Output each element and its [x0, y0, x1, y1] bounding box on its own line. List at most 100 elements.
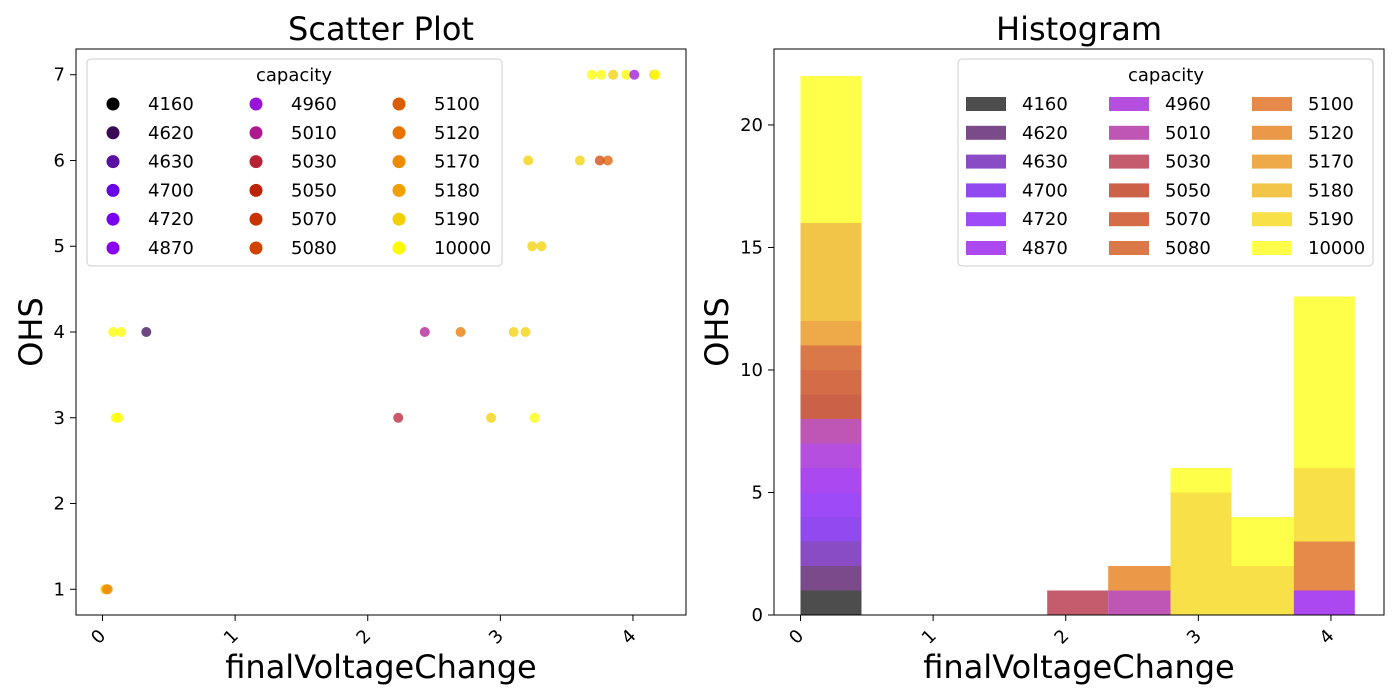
scatter-legend: capacity 4160 4620 4630 4700 4720 4870 4960 501… — [86, 58, 503, 267]
legend-marker — [106, 97, 120, 111]
legend-marker — [249, 212, 263, 226]
legend-label: 10000 — [434, 238, 491, 259]
histogram-legend-title: capacity — [1128, 65, 1204, 86]
scatter-point — [508, 327, 519, 337]
scatter-point — [529, 412, 540, 423]
legend-label: 4870 — [148, 238, 194, 259]
y-tick-label: 15 — [740, 237, 763, 258]
legend-swatch — [966, 183, 1006, 198]
legend-label: 5080 — [291, 238, 337, 259]
scatter-x-axis-label: finalVoltageChange — [225, 648, 536, 686]
histogram-title: Histogram — [996, 10, 1162, 48]
legend-marker — [249, 155, 263, 169]
legend-marker — [249, 241, 263, 255]
legend-marker — [106, 241, 120, 255]
legend-label: 5190 — [1308, 209, 1354, 230]
legend-label: 10000 — [1308, 238, 1365, 259]
histogram-frame — [773, 48, 1385, 616]
legend-label: 5030 — [1165, 152, 1211, 173]
legend-swatch — [966, 154, 1006, 169]
legend-marker — [392, 241, 406, 255]
histogram-bar-segment — [1108, 566, 1171, 591]
legend-label: 5190 — [434, 209, 480, 230]
legend-marker — [106, 212, 120, 226]
histogram-bar-segment — [1108, 590, 1171, 615]
legend-label: 4960 — [1165, 94, 1211, 115]
legend-label: 4720 — [1022, 209, 1068, 230]
histogram-bar-segment — [800, 590, 862, 615]
legend-label: 5050 — [291, 180, 337, 201]
legend-swatch — [966, 97, 1006, 111]
histogram-bar-segment — [800, 419, 862, 444]
legend-label: 5050 — [1165, 180, 1211, 201]
scatter-point — [527, 241, 538, 252]
scatter-point — [520, 327, 531, 337]
legend-swatch — [1109, 154, 1149, 169]
legend-label: 5010 — [1165, 123, 1211, 144]
histogram-x-axis-label: finalVoltageChange — [923, 648, 1234, 686]
legend-label: 5010 — [291, 123, 337, 144]
histogram-bar-segment — [800, 468, 862, 493]
legend-label: 5080 — [1165, 238, 1211, 259]
histogram-bar-segment — [1293, 296, 1355, 468]
legend-marker — [392, 155, 406, 169]
legend-label: 5170 — [434, 152, 480, 173]
histogram-bar-segment — [1170, 492, 1232, 615]
legend-swatch — [1252, 154, 1292, 169]
histogram-bars — [800, 76, 1355, 615]
legend-label: 5120 — [434, 123, 480, 144]
scatter-point — [393, 412, 404, 423]
scatter-point — [621, 69, 632, 80]
scatter-point — [629, 69, 640, 80]
legend-label: 4620 — [148, 123, 194, 144]
histogram-bar-segment — [800, 443, 862, 468]
histogram-bar-segment — [1293, 590, 1355, 615]
legend-label: 5100 — [434, 94, 480, 115]
legend-swatch — [1109, 183, 1149, 198]
histogram-bar-segment — [1293, 468, 1355, 542]
y-tick-label: 10 — [740, 360, 763, 381]
y-tick-label: 7 — [54, 65, 65, 86]
histogram-bar-segment — [1231, 566, 1294, 615]
scatter-point — [113, 412, 124, 423]
legend-swatch — [966, 125, 1006, 140]
scatter-point — [141, 327, 152, 337]
legend-label: 5030 — [291, 152, 337, 173]
legend-marker — [392, 97, 406, 111]
y-tick-label: 1 — [54, 579, 65, 600]
legend-marker — [249, 126, 263, 140]
histogram-legend: capacity 4160 4620 4630 4700 4720 4870 4960 501… — [957, 58, 1374, 267]
legend-swatch — [966, 212, 1006, 227]
scatter-plot-title: Scatter Plot — [288, 10, 474, 48]
legend-label: 4160 — [1022, 94, 1068, 115]
histogram-bar-segment — [1170, 468, 1232, 493]
histogram-bar-segment — [800, 345, 862, 370]
legend-marker — [106, 183, 120, 197]
legend-label: 4870 — [1022, 238, 1068, 259]
scatter-point — [116, 327, 127, 337]
scatter-point — [108, 327, 119, 337]
scatter-point — [523, 155, 534, 166]
scatter-point — [596, 69, 607, 80]
histogram-bar-segment — [800, 76, 862, 223]
legend-label: 5100 — [1308, 94, 1354, 115]
legend-label: 4720 — [148, 209, 194, 230]
histogram-bar-segment — [800, 370, 862, 395]
legend-marker — [249, 97, 263, 111]
y-tick-label: 4 — [54, 322, 65, 343]
legend-marker — [392, 212, 406, 226]
scatter-point — [536, 241, 547, 252]
scatter-y-ticks: 1 2 3 4 5 6 7 — [54, 65, 76, 600]
legend-label: 4630 — [148, 152, 194, 173]
scatter-legend-title: capacity — [256, 65, 332, 86]
legend-label: 4620 — [1022, 123, 1068, 144]
histogram-bar-segment — [800, 321, 862, 346]
legend-swatch — [966, 241, 1006, 255]
scatter-points — [100, 69, 661, 595]
legend-label: 4960 — [291, 94, 337, 115]
legend-label: 4160 — [148, 94, 194, 115]
histogram-bar-segment — [800, 541, 862, 566]
scatter-point — [102, 584, 113, 595]
